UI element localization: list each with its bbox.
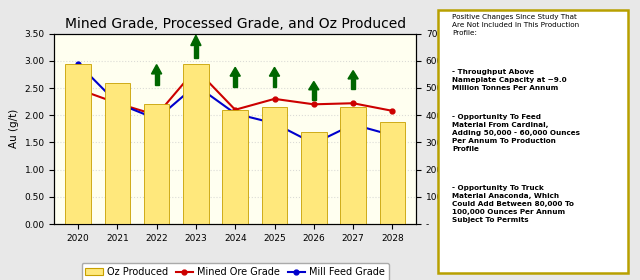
Mill Feed Grade — [388, 134, 396, 137]
Y-axis label: Au (g/t): Au (g/t) — [9, 109, 19, 148]
Polygon shape — [191, 35, 201, 46]
Mill Feed Grade — [231, 112, 239, 115]
Polygon shape — [230, 67, 240, 76]
Bar — [273, 76, 276, 87]
Mined Ore Grade — [310, 103, 317, 106]
Mined Ore Grade — [349, 102, 357, 105]
Bar — [194, 46, 198, 58]
Line: Mined Ore Grade: Mined Ore Grade — [76, 67, 395, 118]
Text: - Throughput Above
Nameplate Capacity at ~9.0
Million Tonnes Per Annum: - Throughput Above Nameplate Capacity at… — [452, 69, 567, 91]
Text: Positive Changes Since Study That
Are Not Included In This Production
Profile:: Positive Changes Since Study That Are No… — [452, 14, 579, 36]
Bar — [301, 132, 326, 224]
Bar — [380, 122, 405, 224]
Bar — [183, 64, 209, 224]
Text: - Opportunity To Feed
Material From Cardinal,
Adding 50,000 - 60,000 Ounces
Per : - Opportunity To Feed Material From Card… — [452, 114, 580, 152]
Mined Ore Grade — [231, 108, 239, 111]
Mined Ore Grade — [113, 102, 121, 105]
FancyBboxPatch shape — [438, 10, 628, 273]
Mined Ore Grade — [271, 97, 278, 101]
Polygon shape — [152, 65, 162, 74]
Bar — [223, 110, 248, 224]
Mill Feed Grade — [349, 123, 357, 126]
Mill Feed Grade — [74, 62, 82, 65]
Bar — [351, 79, 355, 89]
Bar — [155, 74, 159, 85]
Bar — [312, 90, 316, 100]
Polygon shape — [308, 81, 319, 90]
Text: - Opportunity To Truck
Material Anaconda, Which
Could Add Between 80,000 To
100,: - Opportunity To Truck Material Anaconda… — [452, 185, 574, 223]
Mill Feed Grade — [192, 84, 200, 87]
Bar — [262, 107, 287, 224]
Bar — [104, 83, 130, 224]
Mined Ore Grade — [388, 109, 396, 113]
Mill Feed Grade — [153, 117, 161, 121]
Legend: Oz Produced, Mined Ore Grade, Mill Feed Grade: Oz Produced, Mined Ore Grade, Mill Feed … — [81, 263, 389, 280]
Polygon shape — [348, 71, 358, 79]
Mined Ore Grade — [192, 67, 200, 71]
Polygon shape — [269, 67, 280, 76]
Bar — [144, 104, 170, 224]
Bar — [65, 64, 91, 224]
Line: Mill Feed Grade: Mill Feed Grade — [76, 61, 395, 146]
Mill Feed Grade — [271, 122, 278, 125]
Bar — [233, 76, 237, 87]
Y-axis label: Oz Produced: Oz Produced — [474, 96, 484, 162]
Mined Ore Grade — [74, 87, 82, 91]
Mill Feed Grade — [113, 102, 121, 105]
Bar — [340, 107, 366, 224]
Title: Mined Grade, Processed Grade, and Oz Produced: Mined Grade, Processed Grade, and Oz Pro… — [65, 17, 406, 31]
Mill Feed Grade — [310, 142, 317, 145]
Mined Ore Grade — [153, 113, 161, 117]
